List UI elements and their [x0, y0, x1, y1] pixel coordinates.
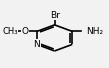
Text: NH₂: NH₂: [87, 27, 104, 36]
Text: CH₃: CH₃: [2, 27, 18, 36]
Text: N: N: [34, 40, 40, 49]
Text: Br: Br: [50, 11, 60, 20]
Text: O: O: [22, 27, 29, 36]
